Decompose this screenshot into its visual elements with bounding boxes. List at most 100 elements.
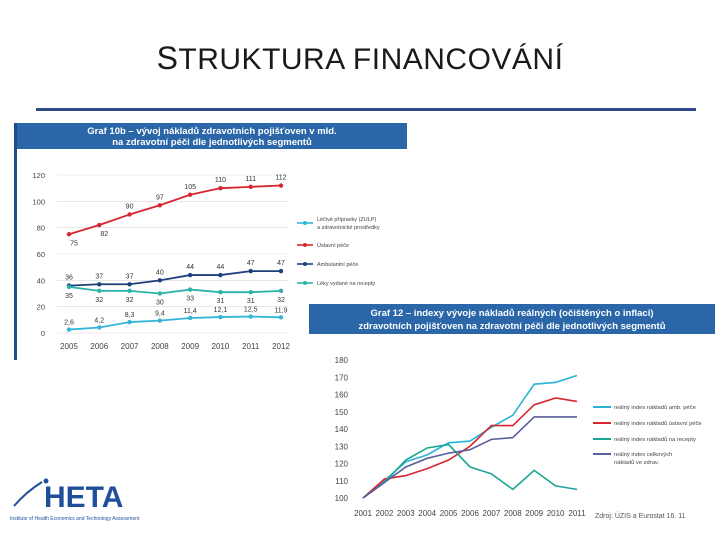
chart1-series-line bbox=[68, 270, 281, 287]
chart2-legend-label: reálný index celkových bbox=[614, 452, 672, 458]
chart1-data-label: 112 bbox=[275, 175, 286, 182]
chart2-x-tick-label: 2007 bbox=[483, 509, 501, 518]
chart2-y-tick-label: 120 bbox=[335, 460, 349, 469]
chart2-legend-label-cont: nákladů ve zdrav. bbox=[614, 459, 659, 466]
chart1-data-point bbox=[218, 289, 223, 295]
chart2-x-tick-label: 2009 bbox=[525, 509, 543, 518]
chart1-data-point bbox=[187, 272, 193, 278]
chart1-y-tick-label: 40 bbox=[37, 276, 45, 285]
chart1-data-point bbox=[248, 314, 253, 319]
chart1-x-tick-label: 2009 bbox=[181, 342, 199, 351]
chart1-data-label: 110 bbox=[215, 177, 226, 184]
chart2-y-tick-label: 180 bbox=[335, 356, 349, 365]
chart1-series bbox=[66, 183, 284, 332]
chart2-x-tick-label: 2010 bbox=[547, 509, 565, 518]
chart1-data-point bbox=[187, 287, 193, 292]
chart1-legend-marker bbox=[303, 243, 307, 247]
chart1-legend: Léčivé přípravky (ZULP) a zdravotnické pr… bbox=[297, 217, 380, 287]
chart1-data-label: 90 bbox=[126, 204, 134, 211]
chart1-data-point bbox=[127, 212, 132, 217]
chart1-legend-label: Léčivé přípravky (ZULP) bbox=[317, 217, 376, 223]
chart1-data-labels: 75 82 90 97 105 110 111 112 36 37 37 40 44 44 47 47 35 32… bbox=[64, 175, 288, 327]
chart1-y-axis: 0 20 40 60 80 100 120 bbox=[32, 171, 45, 338]
chart2-y-tick-label: 150 bbox=[335, 408, 349, 417]
chart2-legend-label: reálný index nákladů ústavní péče bbox=[614, 420, 702, 427]
slide-title-first-letter: S bbox=[156, 40, 179, 76]
chart1-data-point bbox=[248, 268, 253, 274]
slide-title: STRUKTURA FINANCOVÁNÍ bbox=[0, 40, 720, 77]
chart1-data-label: 37 bbox=[126, 273, 134, 280]
chart1-data-point bbox=[127, 282, 132, 287]
chart1-x-axis: 2005 2006 2007 2008 2009 2010 2011 2012 bbox=[60, 342, 290, 351]
chart1-data-point bbox=[66, 327, 72, 332]
chart2-x-tick-label: 2008 bbox=[504, 509, 522, 518]
chart2-y-tick-label: 140 bbox=[335, 425, 349, 434]
chart1-data-point bbox=[278, 288, 284, 294]
chart1-legend-marker bbox=[303, 262, 307, 266]
chart1-data-point bbox=[157, 291, 163, 296]
chart1-data-point bbox=[157, 318, 163, 323]
chart1-data-label: 12,1 bbox=[214, 307, 228, 314]
chart1-data-label: 82 bbox=[100, 231, 108, 238]
chart2-x-tick-label: 2001 bbox=[354, 509, 372, 518]
chart2-y-tick-label: 160 bbox=[335, 391, 349, 400]
chart1-data-label: 44 bbox=[186, 264, 194, 271]
chart1-data-label: 97 bbox=[156, 194, 164, 201]
chart1-data-label: 47 bbox=[247, 260, 255, 267]
chart2-y-tick-label: 170 bbox=[335, 373, 349, 382]
chart1-data-label: 36 bbox=[65, 275, 73, 282]
chart1-data-point bbox=[248, 184, 253, 190]
chart1-data-label: 8,3 bbox=[125, 312, 135, 319]
chart1-x-tick-label: 2010 bbox=[212, 342, 230, 351]
title-divider bbox=[36, 108, 696, 111]
chart1-data-point bbox=[187, 315, 193, 321]
chart1-data-label: 47 bbox=[277, 260, 285, 267]
chart2-series-line bbox=[362, 416, 577, 499]
chart2-x-axis: 2001 2002 2003 2004 2005 2006 2007 2008 2009 2010… bbox=[354, 509, 586, 518]
chart1-y-tick-label: 60 bbox=[37, 250, 45, 259]
slide-title-rest: TRUKTURA FINANCOVÁNÍ bbox=[178, 43, 564, 76]
chart1-data-point bbox=[278, 183, 284, 188]
chart2-series bbox=[362, 374, 578, 499]
chart1-data-label: 9,4 bbox=[155, 311, 165, 318]
chart1-side-accent bbox=[14, 123, 17, 360]
chart1-legend-label: Ústavní péče bbox=[317, 242, 349, 249]
chart1-data-point bbox=[218, 185, 223, 191]
chart1-title-line1: Graf 10b – vývoj nákladů zdravotních poj… bbox=[87, 126, 337, 137]
chart2-y-tick-label: 110 bbox=[335, 477, 348, 486]
chart1-y-tick-label: 80 bbox=[37, 224, 45, 233]
chart1-data-label: 32 bbox=[277, 297, 285, 304]
logo-name: HETA bbox=[44, 481, 123, 514]
chart1-data-point bbox=[127, 319, 132, 325]
chart2-legend-label: reálný index nákladů na recepty bbox=[614, 436, 696, 443]
chart1-data-label: 12,5 bbox=[244, 307, 258, 314]
chart1-data-point bbox=[278, 268, 284, 274]
chart1-data-label: 11,9 bbox=[274, 307, 287, 314]
chart1-data-point bbox=[157, 278, 163, 283]
chart1-data-label: 2,6 bbox=[64, 320, 74, 327]
chart2-series-line bbox=[362, 397, 578, 499]
chart2-series-line bbox=[362, 443, 578, 499]
chart1-x-tick-label: 2006 bbox=[90, 342, 108, 351]
chart1-data-point bbox=[66, 284, 72, 290]
chart1-data-label: 105 bbox=[184, 184, 196, 191]
chart1-data-point bbox=[97, 282, 102, 287]
chart-graf-10b: Graf 10b – vývoj nákladů zdravotních poj… bbox=[17, 123, 407, 351]
chart1-data-label: 75 bbox=[70, 240, 78, 247]
chart1-data-point bbox=[187, 192, 193, 197]
chart1-data-point bbox=[218, 272, 223, 278]
chart2-legend: reálný index nákladů amb. péče reálný ind… bbox=[593, 404, 702, 466]
chart2-title-bar bbox=[309, 304, 715, 334]
chart1-y-tick-label: 0 bbox=[41, 329, 45, 338]
chart1-data-label: 40 bbox=[156, 269, 164, 276]
chart1-data-label: 111 bbox=[245, 176, 256, 183]
chart1-data-label: 44 bbox=[217, 264, 225, 271]
chart1-data-label: 31 bbox=[217, 298, 225, 305]
chart1-x-tick-label: 2012 bbox=[272, 342, 290, 351]
chart1-data-point bbox=[248, 289, 253, 295]
chart2-x-tick-label: 2002 bbox=[376, 509, 394, 518]
chart1-legend-marker bbox=[303, 281, 307, 285]
chart1-data-point bbox=[127, 288, 132, 294]
chart1-data-point bbox=[97, 325, 102, 330]
chart2-y-axis: 100 110 120 130 140 150 160 170 180 bbox=[335, 356, 349, 503]
